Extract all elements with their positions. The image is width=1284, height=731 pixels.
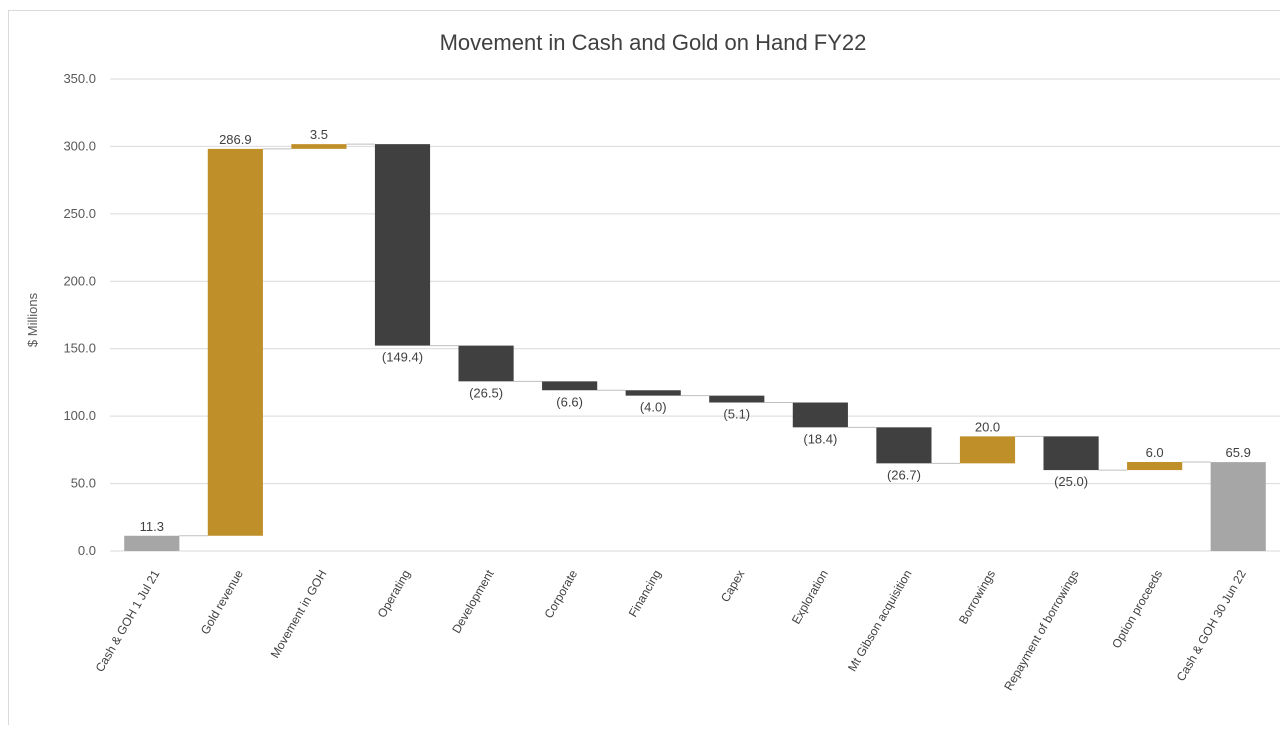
bar-6 — [542, 381, 598, 391]
x-axis-ticks: Cash & GOH 1 Jul 21 Gold revenue Movement … — [93, 567, 1249, 693]
bar-14 — [1210, 462, 1266, 551]
data-label: (149.4) — [382, 350, 423, 365]
data-label: 3.5 — [310, 127, 328, 142]
y-tick-label: 50.0 — [71, 476, 96, 491]
y-tick-label: 100.0 — [63, 408, 96, 423]
bar-12 — [1043, 436, 1099, 471]
data-label: (25.0) — [1054, 474, 1088, 489]
data-label: (5.1) — [723, 407, 750, 422]
y-tick-label: 300.0 — [63, 138, 96, 153]
data-label: (4.0) — [640, 400, 667, 415]
bar-1 — [124, 535, 180, 551]
x-tick-label: Repayment of borrowings — [1001, 568, 1081, 693]
bar-7 — [625, 390, 681, 396]
x-tick-label: Gold revenue — [198, 567, 246, 637]
y-tick-label: 200.0 — [63, 273, 96, 288]
bar-9 — [792, 402, 848, 428]
bar-2 — [207, 148, 263, 536]
bar-5 — [458, 345, 514, 382]
data-labels: 11.3 286.9 3.5 (149.4) (26.5) (6.6) (4.0) (5.1)… — [140, 127, 1251, 534]
data-label: (26.7) — [887, 467, 921, 482]
y-axis-ticks: 0.0 50.0 100.0 150.0 200.0 250.0 300.0 350.0 — [63, 71, 96, 558]
chart-frame — [8, 10, 1280, 725]
chart-title: Movement in Cash and Gold on Hand FY22 — [440, 30, 867, 55]
connectors — [179, 143, 1211, 537]
bar-13 — [1127, 461, 1183, 471]
x-tick-label: Option proceeds — [1109, 568, 1165, 651]
gridlines — [110, 78, 1280, 552]
y-tick-label: 350.0 — [63, 71, 96, 86]
x-tick-label: Borrowings — [956, 568, 998, 627]
data-label: (26.5) — [469, 385, 503, 400]
y-tick-label: 250.0 — [63, 206, 96, 221]
data-label: (6.6) — [556, 394, 583, 409]
x-tick-label: Cash & GOH 30 Jun 22 — [1174, 567, 1249, 683]
x-tick-label: Exploration — [789, 568, 831, 627]
data-label: 11.3 — [140, 519, 164, 534]
y-tick-label: 0.0 — [78, 543, 96, 558]
bar-8 — [709, 395, 765, 403]
x-tick-label: Capex — [718, 568, 747, 605]
x-tick-label: Financing — [626, 568, 664, 620]
bar-3 — [291, 144, 347, 149]
data-label: 6.0 — [1146, 445, 1164, 460]
bar-11 — [959, 436, 1016, 464]
data-label: 65.9 — [1226, 445, 1251, 460]
bar-4 — [374, 144, 431, 346]
bars — [124, 144, 1266, 551]
bar-10 — [876, 427, 932, 464]
y-axis-label: $ Millions — [25, 292, 40, 347]
x-tick-label: Operating — [375, 568, 413, 621]
x-tick-label: Mt Gibson acquisition — [845, 568, 914, 674]
x-tick-label: Movement in GOH — [268, 568, 330, 661]
data-label: (18.4) — [803, 431, 837, 446]
data-label: 20.0 — [975, 419, 1000, 434]
data-label: 286.9 — [219, 132, 252, 147]
x-tick-label: Development — [449, 567, 497, 636]
x-tick-label: Corporate — [541, 567, 580, 620]
x-tick-label: Cash & GOH 1 Jul 21 — [93, 567, 163, 674]
y-tick-label: 150.0 — [63, 341, 96, 356]
